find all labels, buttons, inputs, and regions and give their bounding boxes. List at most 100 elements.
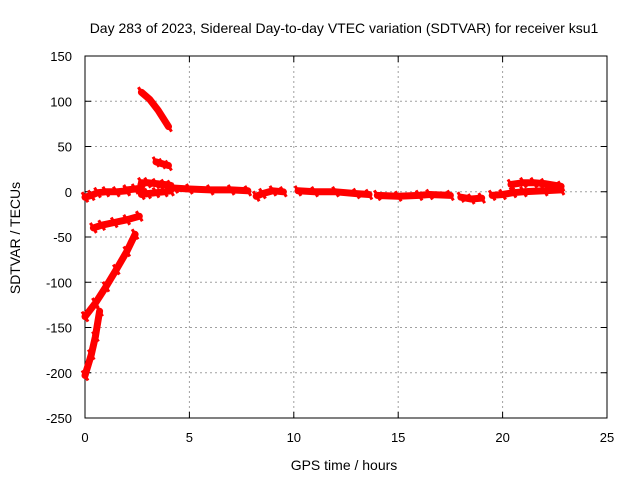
data-point — [137, 86, 146, 98]
y-tick-label: -200 — [46, 366, 72, 381]
data-point — [508, 186, 518, 199]
y-axis-label: SDTVAR / TECUs — [7, 182, 23, 294]
grid-layer — [85, 56, 607, 418]
data-point — [122, 245, 132, 258]
x-tick-label: 15 — [391, 430, 405, 445]
data-point — [151, 186, 161, 199]
data-point — [109, 216, 119, 229]
data-point — [373, 189, 382, 202]
x-axis-label: GPS time / hours — [291, 457, 398, 473]
data-point — [540, 177, 549, 190]
y-tick-label: 150 — [50, 49, 72, 64]
data-point — [157, 157, 167, 170]
series-dip-8 — [251, 185, 288, 203]
data-point — [112, 263, 121, 276]
y-tick-label: 100 — [50, 94, 72, 109]
x-tick-label: 10 — [287, 430, 301, 445]
series-arc-30 — [151, 156, 173, 172]
data-point — [80, 369, 90, 382]
data-point — [137, 176, 146, 189]
series-mid-band-lower — [137, 185, 175, 201]
data-point — [130, 183, 140, 195]
data-point — [130, 228, 140, 241]
data-point — [160, 178, 169, 191]
series-steep-line — [80, 228, 140, 323]
series-line — [137, 88, 172, 131]
series-flat-2 — [293, 185, 374, 201]
data-point — [487, 189, 497, 202]
tick-layer: -250 -200 -150 -100 -50 0 50 100 150 0 5 10 15 20 25 — [46, 49, 614, 445]
data-point — [477, 192, 487, 204]
data-point — [91, 330, 100, 343]
data-point — [268, 185, 278, 197]
y-tick-label: -100 — [46, 275, 72, 290]
x-tick-label: 25 — [600, 430, 614, 445]
data-point — [310, 185, 319, 198]
data-point — [153, 104, 163, 117]
data-point — [164, 159, 173, 172]
data-point — [529, 176, 539, 189]
data-point — [205, 184, 215, 196]
series-steep-short — [80, 305, 104, 382]
data-point — [393, 190, 403, 203]
data-point — [293, 185, 303, 197]
series-line — [252, 187, 287, 200]
x-tick-label: 0 — [81, 430, 88, 445]
data-point — [97, 219, 106, 232]
series-layer — [80, 86, 566, 382]
data-point — [425, 188, 434, 201]
series-line — [373, 191, 454, 200]
data-point — [80, 310, 90, 323]
series-dip-18 — [456, 191, 487, 205]
y-tick-label: 0 — [65, 185, 72, 200]
data-point — [540, 185, 549, 197]
series-line — [488, 186, 565, 199]
data-point — [89, 222, 98, 234]
data-point — [226, 184, 236, 196]
data-point — [251, 190, 261, 203]
data-point — [137, 188, 146, 201]
data-point — [112, 185, 121, 198]
data-point — [143, 187, 152, 200]
data-point — [86, 189, 96, 202]
y-tick-label: -150 — [46, 321, 72, 336]
series-line — [81, 230, 139, 321]
y-tick-label: 50 — [58, 140, 72, 155]
data-point — [160, 185, 169, 198]
data-point — [243, 185, 253, 197]
data-point — [414, 189, 424, 202]
data-point — [166, 185, 175, 197]
data-point — [143, 176, 152, 189]
series-flat-3 — [373, 188, 455, 203]
y-tick-label: -50 — [53, 230, 72, 245]
data-point — [519, 176, 528, 189]
data-point — [556, 180, 566, 193]
data-point — [331, 185, 340, 198]
data-point — [456, 191, 466, 203]
series-mid-band-upper — [137, 176, 175, 192]
data-point — [151, 177, 161, 190]
data-point — [466, 193, 476, 205]
y-tick-label: -250 — [46, 411, 72, 426]
data-point — [170, 182, 180, 194]
data-point — [446, 189, 455, 202]
series-end-upper — [506, 176, 566, 193]
data-point — [258, 187, 267, 200]
series-flat-1 — [170, 182, 253, 197]
data-point — [93, 186, 102, 199]
chart-title: Day 283 of 2023, Sidereal Day-to-day VTE… — [90, 20, 599, 36]
data-point — [80, 191, 90, 203]
series-line — [81, 307, 104, 379]
data-point — [164, 120, 173, 133]
data-point — [279, 185, 288, 198]
data-point — [519, 185, 528, 198]
data-point — [506, 178, 516, 191]
x-tick-label: 5 — [186, 430, 193, 445]
data-point — [135, 210, 144, 222]
series-arc-minus-40 — [89, 210, 144, 234]
data-point — [101, 281, 111, 293]
data-point — [352, 187, 361, 200]
data-point — [122, 214, 132, 226]
data-point — [364, 188, 374, 201]
